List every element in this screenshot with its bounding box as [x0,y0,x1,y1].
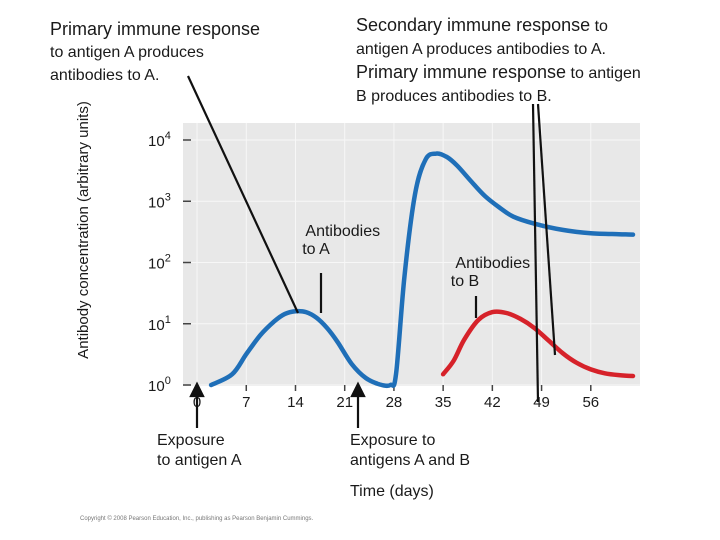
x-tick-label-14: 14 [287,394,304,411]
y-tick-label-4: 104 [148,130,171,150]
caption-secondary-and-primary-b: Secondary immune response to antigen A p… [356,14,706,108]
x-tick-label-56: 56 [582,394,599,411]
annotation-exposure-a-line1: Exposure [157,432,225,449]
plot-background [183,123,640,386]
pointer-caption-primary-a [187,75,299,314]
annotation-antibodies-a: Antibodies to A [302,223,384,258]
annotation-antibodies-b-line2: to B [451,273,479,290]
series-line-antibodies-b [440,309,636,379]
arrow-exposure-ab-head [350,381,366,398]
x-tick-label-21: 21 [336,394,353,411]
caption-right-line3: Primary immune response to antigen [356,61,706,85]
arrow-exposure-a-head [189,381,205,398]
caption-primary-a-line3: antibodies to A. [50,67,160,84]
caption-primary-a-line2: to antigen A produces [50,44,204,61]
annotation-exposure-ab: Exposure to antigens A and B [350,432,470,469]
annotation-exposure-ab-line2: antigens A and B [350,452,470,469]
caption-right-line2: antigen A produces antibodies to A. [356,41,606,58]
caption-right-line1: Secondary immune response to [356,14,706,38]
x-axis-label: Time (days) [350,483,434,500]
caption-right-line1-b: to [590,18,608,35]
series-line-antibodies-a [208,151,636,389]
annotation-antibodies-b: Antibodies to B [451,255,535,290]
grid-lines [183,123,640,386]
copyright-notice: Copyright © 2008 Pearson Education, Inc.… [80,516,314,522]
annotation-antibodies-a-line2: to A [302,241,330,258]
annotation-antibodies-b-line1: Antibodies [455,255,530,272]
caption-primary-a: Primary immune response to antigen A pro… [50,18,320,87]
x-tick-label-35: 35 [435,394,452,411]
annotation-exposure-ab-line1: Exposure to [350,432,435,449]
pointer-caption-primary-b [536,103,557,356]
x-tick-label-7: 7 [242,394,250,411]
caption-right-line3-b: to antigen [566,65,641,82]
y-tick-label-1: 101 [148,314,171,334]
caption-right-line4: B produces antibodies to B. [356,88,552,105]
annotation-antibodies-a-line1: Antibodies [305,223,380,240]
caption-primary-a-line1: Primary immune response [50,19,261,39]
pointer-caption-secondary-a [531,103,540,403]
exposure-arrows [189,381,366,428]
x-tick-label-49: 49 [533,394,550,411]
x-tick-label-28: 28 [386,394,403,411]
y-tick-label-0: 100 [148,375,171,395]
x-tick-label-42: 42 [484,394,501,411]
caption-right-line3-a: Primary immune response [356,62,567,82]
y-tick-label-3: 103 [148,191,171,211]
series-layer [208,151,636,389]
annotation-exposure-a-line2: to antigen A [157,452,242,469]
caption-right-line1-a: Secondary immune response [356,15,591,35]
y-axis-ticks: 100 101 102 103 104 [148,130,191,395]
annotation-exposure-a: Exposure to antigen A [157,432,242,469]
y-tick-label-2: 102 [148,253,171,273]
pointer-lines [187,75,557,403]
